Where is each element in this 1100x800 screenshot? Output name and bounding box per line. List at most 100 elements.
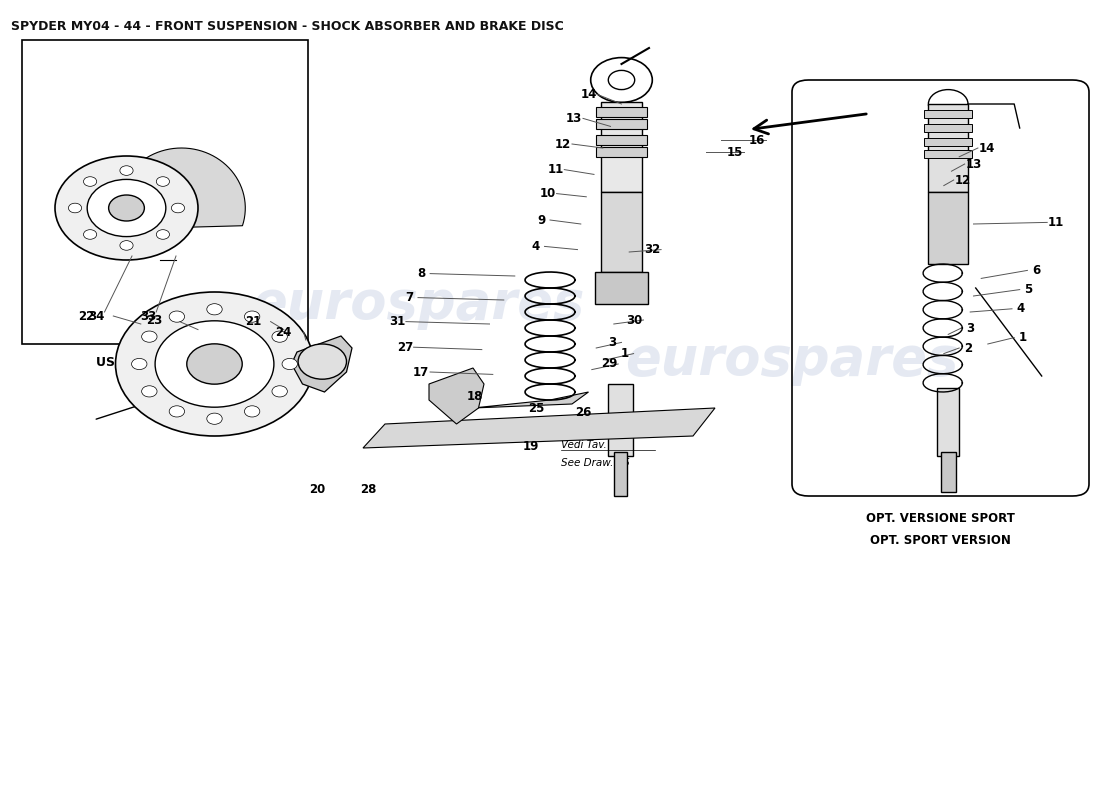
Bar (596, 119, 647, 129)
Text: 21: 21 (245, 315, 261, 328)
Circle shape (244, 406, 260, 417)
Circle shape (282, 358, 297, 370)
Circle shape (928, 90, 968, 118)
Circle shape (142, 331, 157, 342)
Text: 3: 3 (608, 336, 617, 349)
Bar (596, 135, 647, 145)
Circle shape (172, 203, 185, 213)
Bar (924, 150, 972, 158)
Circle shape (608, 70, 635, 90)
Polygon shape (429, 368, 484, 424)
Circle shape (207, 413, 222, 424)
Bar (596, 147, 647, 157)
Text: 26: 26 (575, 406, 591, 418)
Text: USA - CDN: USA - CDN (96, 356, 168, 369)
Text: 10: 10 (540, 187, 556, 200)
Circle shape (84, 177, 97, 186)
Text: 15: 15 (727, 146, 742, 158)
Circle shape (156, 230, 169, 239)
Text: 7: 7 (405, 291, 414, 304)
Circle shape (244, 311, 260, 322)
Text: SPYDER MY04 - 44 - FRONT SUSPENSION - SHOCK ABSORBER AND BRAKE DISC: SPYDER MY04 - 44 - FRONT SUSPENSION - SH… (11, 20, 563, 33)
Text: 17: 17 (414, 366, 429, 378)
Text: 14: 14 (581, 88, 596, 101)
Polygon shape (473, 392, 588, 408)
Text: 13: 13 (966, 158, 981, 170)
Circle shape (142, 386, 157, 397)
Circle shape (298, 344, 346, 379)
Text: 13: 13 (566, 112, 582, 125)
Text: 24: 24 (276, 326, 292, 338)
Text: 12: 12 (955, 174, 970, 186)
Text: eurospares: eurospares (625, 334, 959, 386)
Text: 23: 23 (146, 314, 162, 326)
Circle shape (169, 311, 185, 322)
Bar (928, 192, 968, 264)
Bar (928, 104, 968, 192)
Text: OPT. SPORT VERSION: OPT. SPORT VERSION (870, 534, 1011, 547)
Text: 20: 20 (309, 483, 324, 496)
Bar (940, 452, 956, 492)
Text: 14: 14 (979, 142, 994, 154)
Text: Vedi Tav. 45: Vedi Tav. 45 (561, 440, 624, 450)
Text: 34: 34 (89, 310, 104, 322)
Text: See Draw. 45: See Draw. 45 (561, 458, 630, 468)
Text: 6: 6 (1032, 264, 1041, 277)
Text: 16: 16 (749, 134, 764, 146)
Bar (608, 384, 632, 456)
Text: 8: 8 (417, 267, 426, 280)
Bar (595, 272, 648, 304)
Text: 32: 32 (645, 243, 660, 256)
Circle shape (120, 166, 133, 175)
Text: 30: 30 (627, 314, 642, 326)
Circle shape (169, 406, 185, 417)
Text: 18: 18 (468, 390, 483, 402)
Text: 9: 9 (537, 214, 546, 226)
Bar (924, 110, 972, 118)
Circle shape (132, 358, 147, 370)
Polygon shape (363, 408, 715, 448)
Text: 4: 4 (1016, 302, 1025, 315)
Text: 33: 33 (141, 310, 156, 322)
Circle shape (272, 331, 287, 342)
Text: 5: 5 (1024, 283, 1033, 296)
Text: 11: 11 (1048, 216, 1064, 229)
Circle shape (120, 241, 133, 250)
Text: 31: 31 (389, 315, 405, 328)
Circle shape (591, 58, 652, 102)
Bar (924, 124, 972, 132)
Polygon shape (292, 336, 352, 392)
Text: OPT. VERSIONE SPORT: OPT. VERSIONE SPORT (866, 512, 1015, 525)
Text: 1: 1 (1019, 331, 1027, 344)
Text: 12: 12 (556, 138, 571, 150)
Bar (601, 102, 642, 192)
Text: 4: 4 (531, 240, 540, 253)
Text: 29: 29 (602, 358, 617, 370)
Circle shape (272, 386, 287, 397)
Bar (22, 40, 308, 344)
Bar (614, 452, 627, 496)
Text: 11: 11 (548, 163, 563, 176)
Text: 25: 25 (529, 402, 544, 414)
Circle shape (55, 156, 198, 260)
Text: 27: 27 (397, 341, 412, 354)
Circle shape (207, 304, 222, 315)
Circle shape (109, 195, 144, 221)
Bar (937, 388, 959, 456)
Circle shape (68, 203, 81, 213)
Text: 2: 2 (964, 342, 972, 354)
Circle shape (87, 179, 166, 237)
Circle shape (116, 292, 314, 436)
Bar (596, 107, 647, 117)
Bar (924, 138, 972, 146)
Circle shape (155, 321, 274, 407)
Text: 28: 28 (361, 483, 376, 496)
Polygon shape (118, 148, 245, 229)
Text: 3: 3 (966, 322, 975, 334)
Text: 19: 19 (524, 440, 539, 453)
Circle shape (84, 230, 97, 239)
Circle shape (156, 177, 169, 186)
Text: 1: 1 (620, 347, 629, 360)
Text: 22: 22 (78, 310, 94, 322)
Circle shape (187, 344, 242, 384)
